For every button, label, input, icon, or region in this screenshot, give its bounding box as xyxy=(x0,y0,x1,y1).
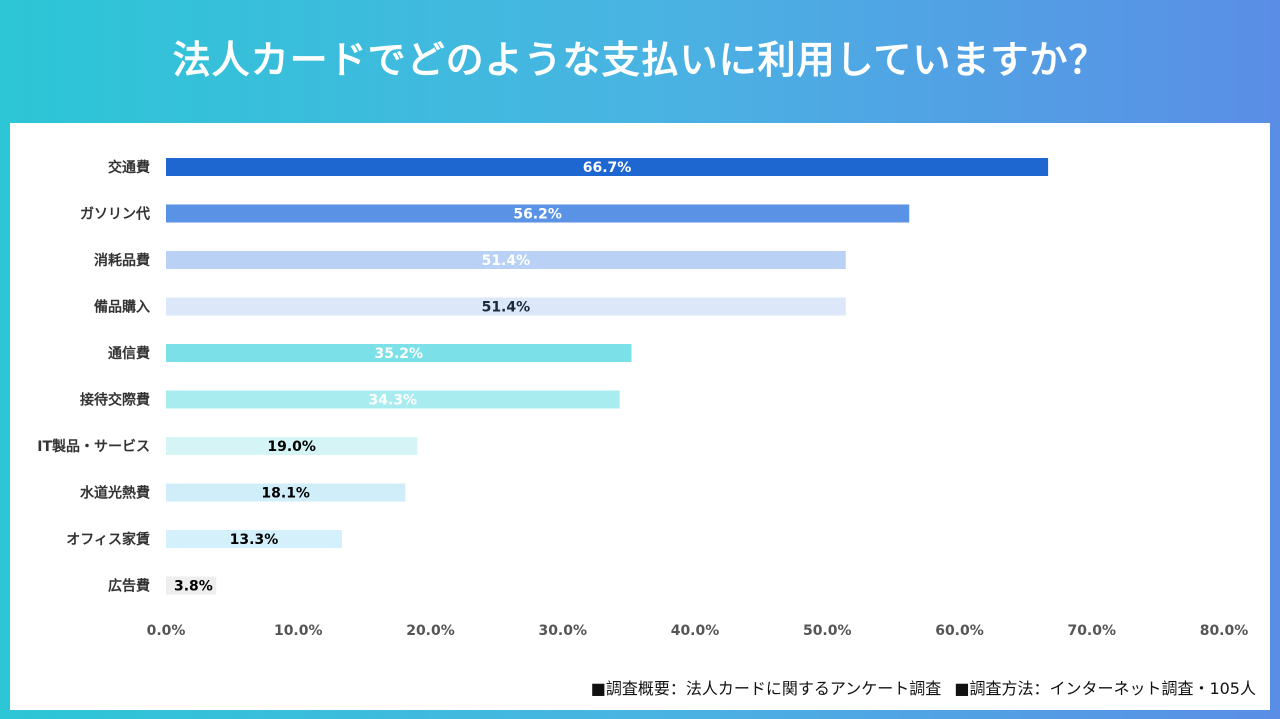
x-tick-label: 40.0% xyxy=(671,623,720,639)
bar-chart: 交通費 66.7% ガソリン代 56.2% 消耗品費 51.4% 備品購入 51.4% 通信費 3… xyxy=(37,158,1249,639)
bar xyxy=(166,437,418,455)
category-label: ガソリン代 xyxy=(80,206,150,223)
category-label: 備品購入 xyxy=(94,299,150,316)
bar xyxy=(166,251,846,269)
x-tick-label: 70.0% xyxy=(1067,623,1116,639)
category-label: 交通費 xyxy=(108,159,150,176)
x-tick-label: 10.0% xyxy=(274,623,323,639)
category-label: 通信費 xyxy=(108,345,150,362)
category-label: 消耗品費 xyxy=(94,252,150,269)
data-label: 51.4% xyxy=(482,300,531,316)
survey-method: ■調査方法：インターネット調査・105人 xyxy=(954,679,1256,698)
data-label: 66.7% xyxy=(583,160,632,176)
page-title: 法人カードでどのような支払いに利用していますか？ xyxy=(172,38,1108,82)
bar xyxy=(166,576,217,595)
data-label: 3.8% xyxy=(174,579,213,595)
bar xyxy=(166,344,632,362)
x-tick-label: 50.0% xyxy=(803,623,852,639)
x-tick-label: 30.0% xyxy=(538,623,587,639)
category-label: 接待交際費 xyxy=(80,392,150,409)
bar xyxy=(166,204,910,223)
data-label: 56.2% xyxy=(513,207,562,223)
category-label: 水道光熱費 xyxy=(80,485,150,502)
category-label: IT製品・サービス xyxy=(37,438,150,455)
category-label: オフィス家賃 xyxy=(66,531,150,548)
chart-panel: 交通費 66.7% ガソリン代 56.2% 消耗品費 51.4% 備品購入 51.4% 通信費 3… xyxy=(10,123,1270,710)
data-label: 34.3% xyxy=(369,393,418,409)
data-label: 18.1% xyxy=(261,486,310,502)
x-tick-label: 0.0% xyxy=(147,623,186,639)
bar xyxy=(166,158,1049,176)
data-label: 19.0% xyxy=(267,439,316,455)
bar xyxy=(166,483,406,502)
bar xyxy=(166,530,342,548)
data-label: 13.3% xyxy=(230,532,279,548)
bar xyxy=(166,297,846,316)
x-tick-label: 60.0% xyxy=(935,623,984,639)
bar xyxy=(166,390,620,409)
data-label: 35.2% xyxy=(374,346,423,362)
survey-footnote: ■調査概要：法人カードに関するアンケート調査 ■調査方法：インターネット調査・1… xyxy=(583,675,1256,699)
x-tick-label: 20.0% xyxy=(406,623,455,639)
data-label: 51.4% xyxy=(482,253,531,269)
category-label: 広告費 xyxy=(108,578,150,595)
x-tick-label: 80.0% xyxy=(1200,623,1249,639)
survey-overview: ■調査概要：法人カードに関するアンケート調査 xyxy=(590,679,942,698)
